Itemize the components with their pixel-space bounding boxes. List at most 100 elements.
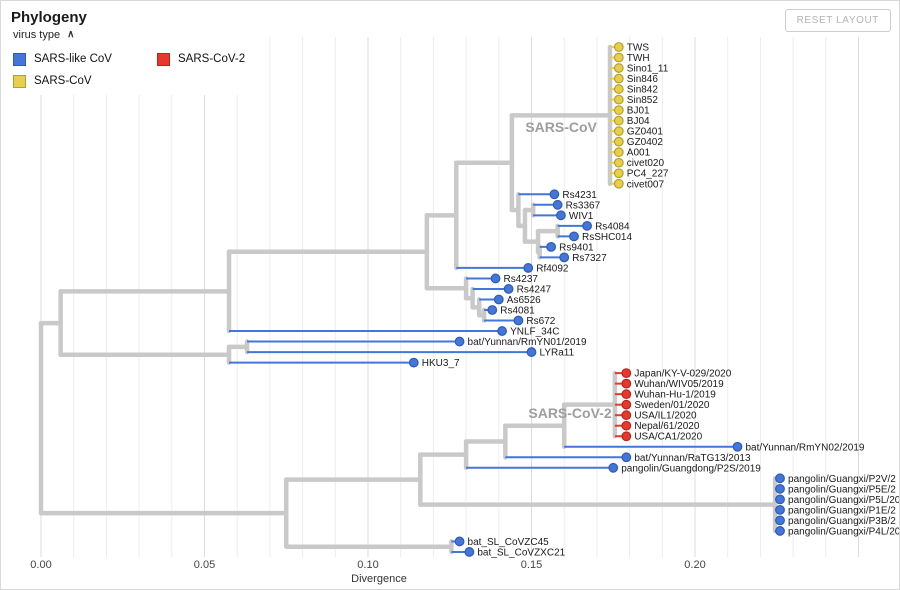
leaf-label: Rs4084	[595, 221, 630, 232]
leaf-label: bat/Yunnan/RmYN01/2019	[468, 337, 587, 348]
tree-leaf-dot[interactable]	[775, 515, 785, 526]
tree-leaf-dot[interactable]	[552, 199, 563, 210]
tree-leaf-dot[interactable]	[454, 336, 465, 347]
collapse-chevron-icon[interactable]: ∧	[67, 29, 75, 40]
legend-title: virus type	[13, 29, 61, 41]
tree-leaf-dot[interactable]	[569, 231, 579, 242]
leaf-label: As6526	[507, 295, 541, 306]
leaf-label: Wuhan/WIV05/2019	[634, 379, 724, 390]
tree-leaf-dot[interactable]	[775, 526, 785, 536]
tree-leaf-dot[interactable]	[775, 504, 785, 515]
tree-leaf-dot[interactable]	[490, 273, 501, 284]
leaf-label: bat/Yunnan/RaTG13/2013	[634, 453, 751, 464]
leaf-label: Nepal/61/2020	[634, 421, 699, 432]
x-axis-tick-label: 0.10	[357, 559, 378, 571]
tree-leaf-dot[interactable]	[523, 263, 534, 273]
leaf-label: pangolin/Guangxi/P5L/20	[788, 495, 900, 506]
leaf-label: Rs4247	[517, 284, 552, 295]
tree-leaf-dot[interactable]	[621, 389, 632, 400]
leaf-label: YNLF_34C	[510, 327, 559, 338]
leaf-label: Sin842	[627, 85, 659, 96]
legend-item-label: SARS-CoV-2	[178, 53, 246, 65]
tree-leaf-dot[interactable]	[775, 473, 785, 484]
page-title: Phylogeny	[11, 9, 87, 26]
leaf-label: Japan/KY-V-029/2020	[634, 369, 731, 380]
tree-leaf-dot[interactable]	[464, 547, 475, 557]
leaf-label: Rf4092	[536, 263, 569, 274]
leaf-label: Rs7327	[572, 253, 607, 264]
tree-leaf-dot[interactable]	[732, 441, 743, 452]
leaf-label: RsSHC014	[582, 232, 632, 243]
tree-leaf-dot[interactable]	[487, 305, 498, 315]
tree-leaf-dot[interactable]	[556, 210, 566, 221]
leaf-label: pangolin/Guangxi/P5E/2	[788, 484, 896, 495]
leaf-label: WIV1	[569, 211, 594, 222]
leaf-label: LYRa11	[540, 348, 575, 359]
tree-leaf-dot[interactable]	[775, 483, 785, 494]
tree-leaf-dot[interactable]	[493, 294, 504, 305]
tree-leaf-dot[interactable]	[613, 115, 624, 126]
tree-leaf-dot[interactable]	[582, 220, 592, 231]
legend-item-sars-cov-2[interactable]: SARS-CoV-2	[157, 49, 245, 69]
leaf-label: HKU3_7	[422, 358, 460, 369]
tree-leaf-dot[interactable]	[549, 189, 560, 200]
leaf-label: Rs3367	[566, 200, 601, 211]
tree-leaf-dot[interactable]	[513, 315, 524, 326]
tree-leaf-dot[interactable]	[613, 126, 624, 137]
tree-leaf-dot[interactable]	[613, 84, 624, 94]
legend-item-sars-cov[interactable]: SARS-CoV	[13, 71, 153, 91]
tree-leaf-dot[interactable]	[613, 178, 624, 189]
tree-leaf-dot[interactable]	[559, 252, 570, 263]
leaf-label: bat_SL_CoVZC45	[468, 537, 550, 548]
tree-leaf-dot[interactable]	[613, 136, 624, 147]
leaf-label: BJ04	[627, 116, 650, 127]
tree-leaf-dot[interactable]	[608, 462, 619, 473]
x-axis-tick-label: 0.15	[521, 559, 542, 571]
leaf-label: Wuhan-Hu-1/2019	[634, 390, 716, 401]
tree-leaf-dot[interactable]	[497, 326, 507, 336]
tree-leaf-dot[interactable]	[621, 410, 632, 421]
tree-leaf-dot[interactable]	[613, 42, 624, 52]
tree-leaf-dot[interactable]	[613, 73, 624, 84]
tree-leaf-dot[interactable]	[613, 147, 624, 158]
leaf-label: Sino1_11	[627, 64, 669, 75]
tree-leaf-dot[interactable]	[621, 368, 632, 379]
tree-leaf-dot[interactable]	[503, 284, 514, 294]
leaf-label: pangolin/Guangxi/P2V/2	[788, 474, 896, 485]
tree-leaf-dot[interactable]	[613, 63, 624, 73]
tree-leaf-dot[interactable]	[613, 157, 624, 168]
leaf-label: TWH	[627, 53, 650, 64]
tree-leaf-dot[interactable]	[613, 52, 624, 63]
tree-leaf-dot[interactable]	[546, 241, 557, 252]
leaf-label: Rs672	[526, 316, 555, 327]
tree-leaf-dot[interactable]	[621, 378, 632, 389]
tree-leaf-dot[interactable]	[408, 357, 419, 368]
tree-leaf-dot[interactable]	[613, 94, 624, 105]
tree-leaf-dot[interactable]	[621, 452, 632, 463]
tree-leaf-dot[interactable]	[621, 420, 632, 431]
legend-item-label: SARS-like CoV	[34, 53, 112, 65]
tree-leaf-dot[interactable]	[526, 347, 537, 357]
leaf-label: A001	[627, 148, 651, 159]
leaf-label: Sin846	[627, 74, 659, 85]
leaf-label: GZ0401	[627, 127, 664, 138]
leaf-label: pangolin/Guangdong/P2S/2019	[621, 463, 761, 474]
leaf-label: bat_SL_CoVZXC21	[477, 547, 565, 558]
clade-annotation: SARS-CoV	[525, 119, 597, 135]
reset-layout-button[interactable]: RESET LAYOUT	[784, 9, 891, 32]
leaf-label: pangolin/Guangxi/P3B/2	[788, 516, 896, 527]
sars-like-cov-swatch-icon	[13, 52, 26, 66]
tree-leaf-dot[interactable]	[775, 494, 785, 505]
tree-leaf-dot[interactable]	[613, 105, 624, 116]
leaf-label: Rs4081	[500, 306, 535, 317]
legend-item-sars-like-cov[interactable]: SARS-like CoV	[13, 49, 153, 69]
tree-leaf-dot[interactable]	[454, 536, 465, 547]
tree-leaf-dot[interactable]	[621, 431, 632, 442]
tree-leaf-dot[interactable]	[613, 168, 624, 179]
legend-header: virus type ∧	[13, 29, 245, 41]
leaf-label: USA/IL1/2020	[634, 411, 697, 422]
tree-leaf-dot[interactable]	[621, 399, 632, 410]
leaf-label: GZ0402	[627, 137, 664, 148]
